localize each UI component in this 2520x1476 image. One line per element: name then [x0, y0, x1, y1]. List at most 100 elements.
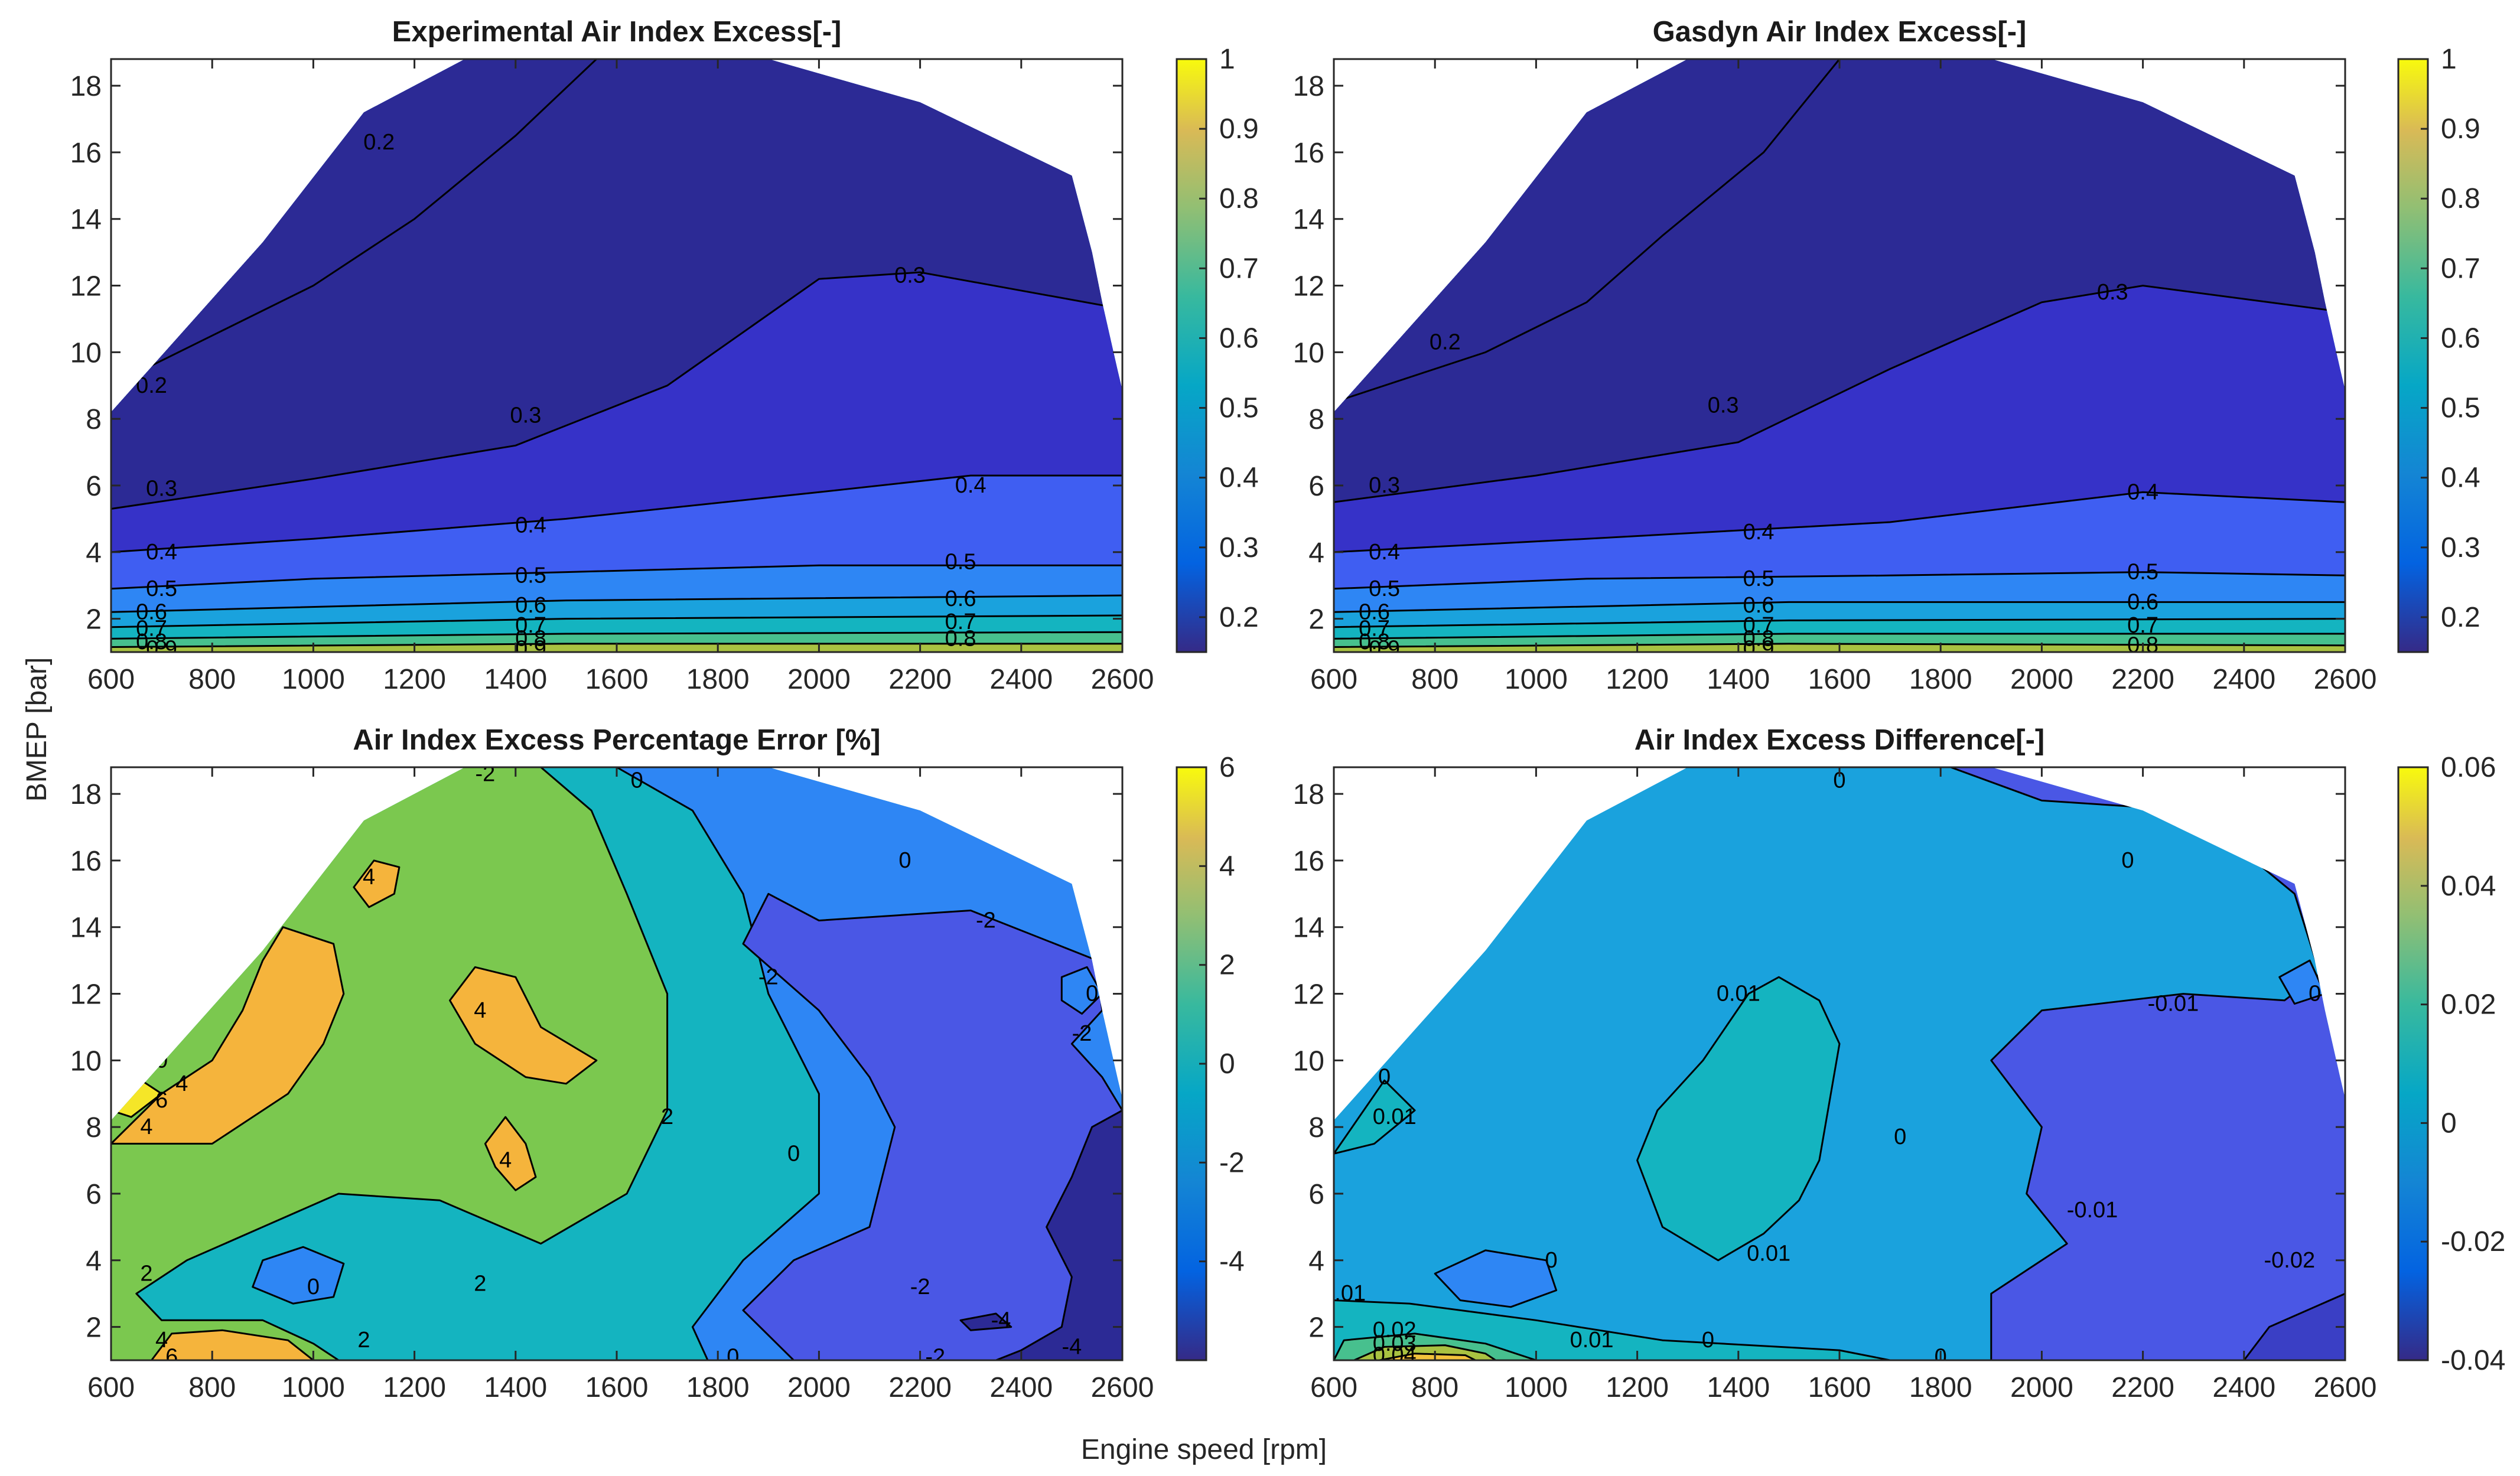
contour-label: 0.7 [945, 610, 976, 634]
contour-line [1334, 59, 1841, 403]
contour-label: 0.5 [1369, 576, 1400, 601]
colorbar-tick-label: 1 [2441, 44, 2457, 75]
contour-label: 0.6 [945, 587, 976, 611]
contour-label: 0 [631, 768, 643, 793]
x-tick-label: 1600 [1808, 1372, 1871, 1403]
colorbar-tick-label: -4 [1219, 1246, 1245, 1278]
contour-label: 0.5 [945, 550, 976, 575]
x-tick-label: 2200 [2111, 664, 2174, 695]
contour-label: -2 [476, 761, 496, 786]
contour-region [1378, 1353, 1477, 1360]
shared-y-axis-label: BMEP [bar] [21, 657, 53, 802]
contour-label: 0.3 [894, 263, 926, 288]
x-tick-label: 2600 [2314, 664, 2377, 695]
panel-title: Air Index Excess Difference[-] [1635, 724, 2044, 756]
contour-label: 0 [307, 1275, 320, 1299]
contour-line [111, 564, 1122, 590]
x-tick-label: 1200 [383, 664, 446, 695]
x-tick-label: 1600 [1808, 664, 1871, 695]
colorbar-tick-label: 0.9 [1219, 113, 1259, 145]
x-tick-label: 1800 [686, 1372, 750, 1403]
contour-label: 0.8 [1743, 626, 1775, 651]
y-tick-label: 10 [1293, 1045, 1324, 1077]
colorbar-tick-label: 0 [2441, 1107, 2457, 1139]
contour-label: 0 [2121, 848, 2134, 873]
colorbar-tick-label: -0.02 [2441, 1226, 2505, 1257]
colorbar-tick-label: 0.9 [2441, 113, 2480, 145]
y-tick-label: 2 [86, 604, 102, 636]
contour-label: 0.4 [955, 473, 986, 498]
y-tick-label: 12 [1293, 271, 1324, 302]
contour-label: 2 [474, 1271, 486, 1296]
y-tick-label: 10 [70, 337, 102, 369]
contour-label: 0.3 [1369, 473, 1400, 498]
contour-fill [1334, 767, 2346, 1360]
colorbar-tick-label: 0.2 [2441, 602, 2480, 633]
contour-region [1060, 966, 1103, 1015]
contour-fill [111, 767, 1124, 1360]
contour-line [1334, 285, 2346, 503]
contour-label: 0.3 [510, 403, 542, 428]
y-tick-label: 14 [1293, 204, 1324, 236]
y-tick-label: 16 [1293, 846, 1324, 877]
shared-x-axis-label: Engine speed [rpm] [1081, 1434, 1327, 1465]
x-tick-label: 800 [188, 664, 236, 695]
contour-line [111, 643, 1122, 648]
contour-band [1334, 59, 2345, 503]
colorbar-tick-label: 2 [1219, 950, 1235, 981]
contour-label: 0.3 [2097, 280, 2128, 305]
contour-line [1334, 618, 2346, 628]
x-tick-label: 2600 [1091, 664, 1154, 695]
x-tick-label: 1400 [1707, 664, 1770, 695]
x-tick-label: 800 [1411, 1372, 1458, 1403]
contour-label: -0.02 [2264, 1248, 2316, 1273]
contour-label: 0.02 [1373, 1318, 1417, 1343]
y-tick-label: 16 [70, 846, 102, 877]
contour-label: 0.01 [1570, 1328, 1614, 1353]
colorbar-tick-label: -2 [1219, 1147, 1245, 1178]
y-tick-label: 12 [70, 979, 102, 1011]
x-tick-label: 2400 [989, 664, 1053, 695]
x-tick-label: 1800 [1909, 1372, 1972, 1403]
contour-label: 0.6 [2127, 589, 2158, 614]
x-tick-label: 600 [87, 1372, 135, 1403]
y-tick-label: 2 [86, 1312, 102, 1344]
x-tick-label: 1600 [585, 1372, 649, 1403]
colorbar-tick-label: 0.5 [1219, 393, 1259, 424]
contour-label: 0.7 [136, 617, 167, 641]
contour-fill [1334, 59, 2346, 652]
contour-label: 4 [499, 1148, 512, 1173]
x-tick-label: 600 [1310, 664, 1357, 695]
contour-label: 0 [2309, 982, 2321, 1006]
contour-line [1334, 491, 2346, 553]
contour-region [1434, 1249, 1558, 1308]
panel-title: Experimental Air Index Excess[-] [392, 16, 842, 48]
colorbar-tick-label: 0 [1219, 1048, 1235, 1080]
y-tick-label: 6 [1308, 471, 1324, 502]
contour-label: 0.3 [146, 477, 177, 501]
x-tick-label: 1400 [484, 664, 547, 695]
contour-label: 4 [175, 1071, 188, 1096]
colorbar-tick-label: 0.3 [2441, 532, 2480, 563]
contour-label: 0 [1894, 1125, 1906, 1149]
contour-region [252, 1246, 345, 1305]
y-tick-label: 2 [1308, 604, 1324, 636]
contour-label: 0.7 [515, 613, 546, 638]
y-tick-label: 6 [86, 1179, 102, 1210]
colorbar-tick-label: 0.4 [1219, 462, 1259, 494]
contour-label: 2 [140, 1261, 152, 1286]
colorbar-tick-label: 0.6 [2441, 322, 2480, 354]
contour-label: 0.6 [1359, 599, 1390, 624]
panel-1: 0.20.20.30.30.3 0.40.40.4 0.50.50.5 0.60.60… [70, 16, 1259, 695]
contour-label: -0.01 [2067, 1198, 2118, 1223]
contour-region [959, 1312, 1012, 1331]
x-tick-label: 1200 [1606, 664, 1669, 695]
x-tick-label: 800 [1411, 664, 1458, 695]
y-tick-label: 12 [70, 271, 102, 302]
contour-labels: 0 0 0 0.01 -0.01 0 0.01 0 -0.01 0.01 0 0.01 -0.02 0.0… [1334, 768, 2321, 1360]
contour-label: 0 [1833, 768, 1845, 793]
x-tick-label: 2400 [989, 1372, 1053, 1403]
x-tick-label: 1800 [1909, 664, 1972, 695]
contour-label: 4 [256, 911, 269, 936]
contour-label: 0 [155, 1048, 168, 1073]
